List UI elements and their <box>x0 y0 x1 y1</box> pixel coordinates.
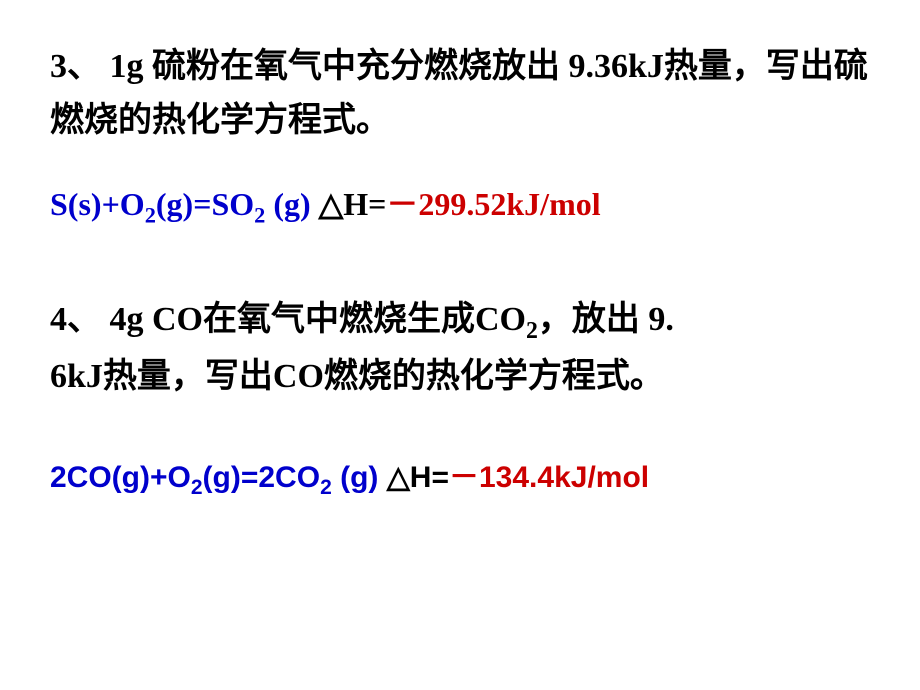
eq3-lhs-b: (g)=SO <box>156 186 254 222</box>
eq3-lhs-c: (g) <box>265 186 310 222</box>
eq4-spacer <box>378 461 386 494</box>
eq3-delta: △H= <box>319 186 387 222</box>
eq3-value: －299.52kJ/mol <box>386 186 600 222</box>
eq4-lhs: 2CO(g)+O2(g)=2CO2 (g) <box>50 461 378 494</box>
eq4-lhs-b: (g)=2CO <box>203 461 321 494</box>
question-3: 3、 1g 硫粉在氧气中充分燃烧放出 9.36kJ热量，写出硫燃烧的热化学方程式… <box>50 40 870 149</box>
eq4-sub2: 2 <box>320 476 332 499</box>
q4-line1a: 4、 4g CO在氧气中燃烧生成CO <box>50 301 526 338</box>
question-3-text: 3、 1g 硫粉在氧气中充分燃烧放出 9.36kJ热量，写出硫燃烧的热化学方程式… <box>50 48 868 139</box>
equation-3: S(s)+O2(g)=SO2 (g) △H=－299.52kJ/mol <box>50 179 870 233</box>
equation-4: 2CO(g)+O2(g)=2CO2 (g) △H=－134.4kJ/mol <box>50 454 870 505</box>
eq4-lhs-c: (g) <box>332 461 379 494</box>
q4-line1b: ，放出 9. <box>538 301 674 338</box>
q4-line2: 6kJ热量，写出CO燃烧的热化学方程式。 <box>50 358 664 395</box>
eq4-lhs-a: 2CO(g)+O <box>50 461 191 494</box>
eq3-lhs: S(s)+O2(g)=SO2 (g) <box>50 186 311 222</box>
eq4-sub1: 2 <box>191 476 203 499</box>
question-4: 4、 4g CO在氧气中燃烧生成CO2，放出 9. 6kJ热量，写出CO燃烧的热… <box>50 293 870 404</box>
spacer-block <box>50 273 870 293</box>
eq4-delta: △H= <box>387 461 449 494</box>
eq4-value: －134.4kJ/mol <box>449 461 649 494</box>
spacer-block-2 <box>50 434 870 454</box>
q4-sub: 2 <box>526 318 538 344</box>
eq3-spacer <box>311 186 319 222</box>
eq3-lhs-a: S(s)+O <box>50 186 145 222</box>
eq3-sub2: 2 <box>254 202 265 227</box>
eq3-sub1: 2 <box>145 202 156 227</box>
